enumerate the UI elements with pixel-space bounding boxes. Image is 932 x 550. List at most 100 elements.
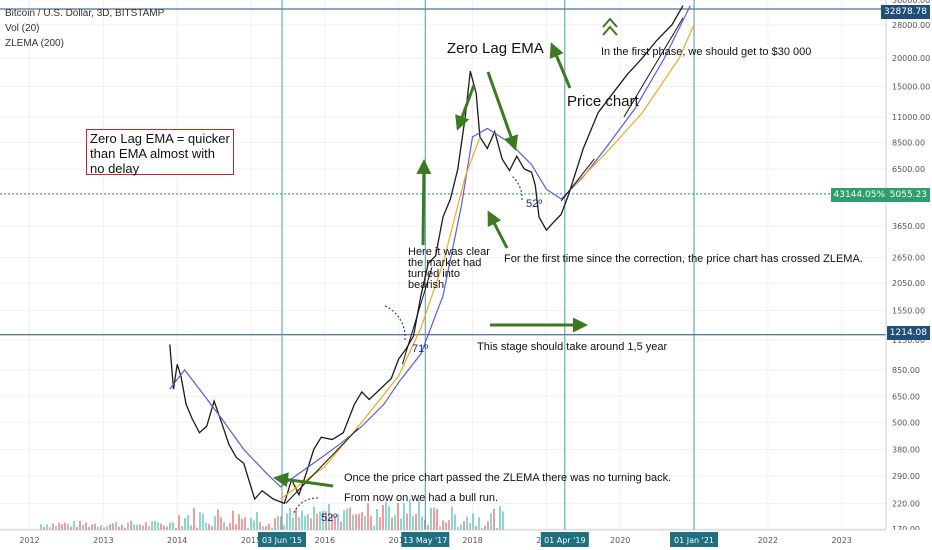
volume-bar [208,524,210,530]
volume-bar [118,526,120,530]
volume-bar [151,521,153,530]
volume-bar [58,522,60,530]
volume-bar [304,516,306,530]
volume-bar [124,527,126,530]
volume-bar [199,512,201,530]
volume-bar [226,526,228,530]
zlema-indicator-label[interactable]: ZLEMA (200) [5,38,64,49]
volume-bar [76,527,78,530]
volume-bar [475,525,477,530]
volume-bar [388,506,390,530]
volume-bar [487,521,489,530]
price-tick-label: 850.00 [892,366,920,375]
price-tick-label: 36000.00 [892,0,930,5]
volume-bar [166,526,168,530]
time-tick-label: 2023 [832,536,852,545]
volume-bar [139,524,141,530]
volume-bar [466,516,468,530]
volume-bar [418,499,420,530]
symbol-title[interactable]: Bitcoin / U.S. Dollar, 3D, BITSTAMP [5,8,165,19]
volume-bar [259,522,261,530]
volume-bar [364,516,366,530]
volume-bar [460,524,462,530]
volume-bar [193,508,195,530]
volume-bar [358,513,360,530]
chart-legend: Bitcoin / U.S. Dollar, 3D, BITSTAMP Vol … [5,6,164,51]
angle-label-52-top: 52º [526,198,543,210]
angle-arc [384,305,406,341]
volume-bar [265,526,267,530]
volume-bar [340,521,342,530]
volume-bar [247,527,249,530]
price-tick-label: 6500.00 [892,165,925,174]
date-marker-badge [670,532,719,547]
price-tick-label: 2050.00 [892,279,925,288]
volume-bar [313,506,315,530]
price-tick-label: 15000.00 [892,82,930,91]
volume-bar [397,502,399,530]
date-marker-badge [258,532,307,547]
volume-bar [190,525,192,530]
angle-arc [511,175,523,201]
volume-bar [445,522,447,530]
volume-bar [403,503,405,530]
volume-bar [433,507,435,530]
volume-bar [268,523,270,530]
date-marker-badge [401,532,450,547]
volume-bar [49,527,51,530]
volume-bar [142,525,144,530]
volume-bar [490,513,492,530]
volume-bar [271,527,273,530]
price-tick-label: 650.00 [892,392,920,401]
volume-bar [103,527,105,530]
volume-bar [415,513,417,530]
angle-arc [292,497,319,516]
volume-bar [145,522,147,530]
volume-bar [373,525,375,530]
volume-bar [394,514,396,530]
time-tick-label: 2020 [610,536,630,545]
volume-bar [232,510,234,530]
date-marker-badge [540,532,589,547]
volume-bar [127,522,129,530]
bearish-note: Here it was clear the market had turned … [408,246,490,291]
volume-bar [400,518,402,530]
volume-bar [478,517,480,530]
volume-bar [493,508,495,530]
annotation-arrow [273,472,334,488]
ema-projection-line [568,24,695,192]
chevron-up-icon [602,25,618,36]
volume-bar [448,520,450,530]
volume-bar [91,524,93,530]
support-level-price-label: 1214.08 [886,326,930,340]
volume-bar [334,516,336,530]
first-phase-note: In the first phase, we should get to $30… [601,46,812,58]
volume-bar [325,511,327,530]
volume-bar [148,525,150,530]
volume-bar [430,507,432,530]
trend-line-2019 [560,158,595,202]
volume-bar [301,510,303,530]
trend-line-2017 [401,267,433,365]
volume-bar [175,527,177,530]
crossed-zlema-note: For the first time since the correction,… [504,253,863,265]
vol-indicator-label[interactable]: Vol (20) [5,23,40,34]
volume-bar [229,522,231,530]
volume-bar [331,515,333,530]
volume-bar [502,511,504,530]
volume-bar [322,510,324,530]
no-turning-back-note: Once the price chart passed the ZLEMA th… [344,472,672,484]
volume-bar [469,523,471,530]
volume-bar [316,513,318,530]
volume-bar [310,518,312,530]
volume-bar [181,526,183,530]
volume-bar [376,508,378,530]
volume-bar [88,526,90,530]
volume-bar [409,498,411,530]
time-tick-label: 2013 [93,536,113,545]
volume-bar [244,517,246,530]
volume-bar [328,503,330,530]
price-chart-label: Price chart [567,93,639,110]
volume-bar [112,523,114,530]
